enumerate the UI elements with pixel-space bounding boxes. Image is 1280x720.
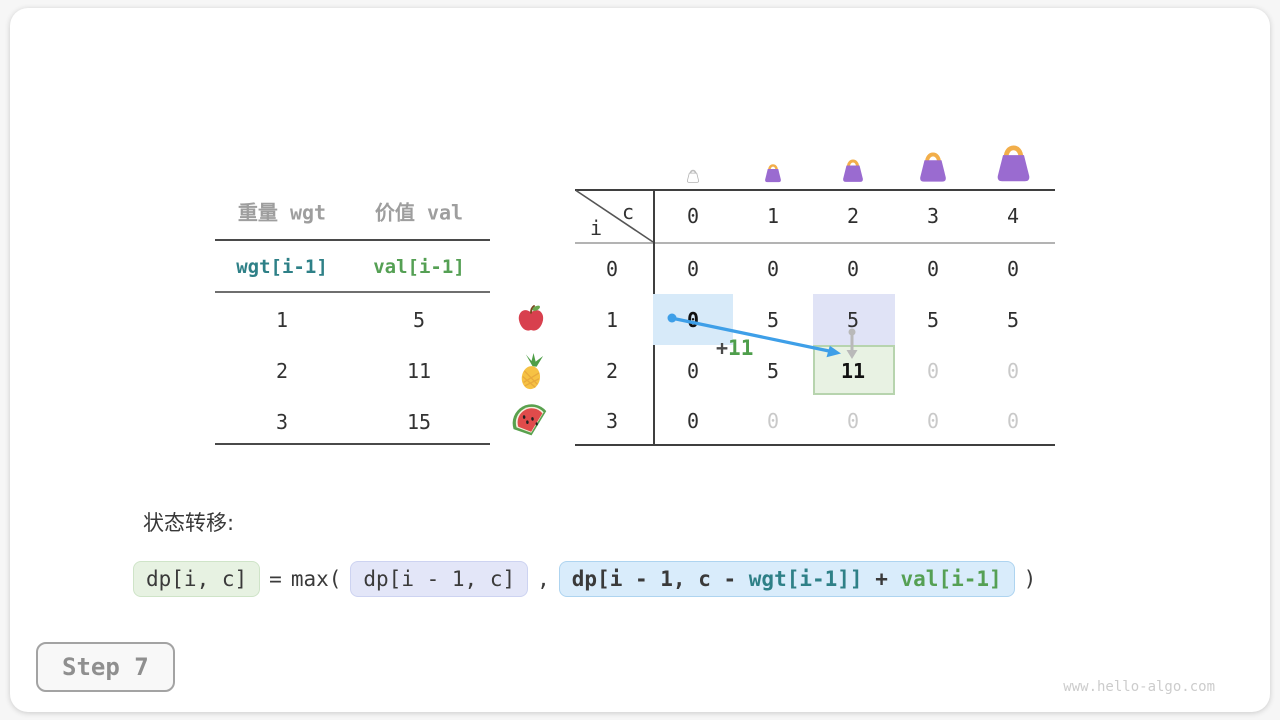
formula-close-paren: ) (1023, 567, 1037, 592)
dp-table-rule-bottom (575, 444, 1055, 446)
bag-xlarge-icon (991, 135, 1036, 183)
dp-cell-r3-c1: 0 (766, 408, 780, 433)
dp-cell-r0-c1: 0 (766, 256, 780, 281)
items-col-header-value: 价值 val (374, 200, 464, 225)
annotation-plus: + (716, 336, 729, 360)
dp-cell-r0-c2: 0 (846, 256, 860, 281)
item-1-value: 5 (412, 308, 426, 332)
dp-cell-r1-c1: 5 (766, 307, 780, 332)
dp-cell-r3-c2: 0 (846, 408, 860, 433)
dp-col-header-0: 0 (686, 204, 700, 228)
dp-cell-r3-c4: 0 (1006, 408, 1020, 433)
formula-arg2-wgt: wgt[i-1]] (748, 567, 863, 591)
items-table-rule-top (215, 239, 490, 241)
formula-arg2-prefix: dp[i - 1, c - (571, 567, 749, 591)
transition-annotation: +11 (716, 336, 753, 360)
items-index-wgt: wgt[i-1] (236, 256, 328, 278)
dp-cell-r1-c4: 5 (1006, 307, 1020, 332)
formula-equals: = (269, 567, 282, 592)
watermelon-icon (512, 404, 547, 436)
watermark: www.hello-algo.com (1063, 679, 1215, 695)
pineapple-icon (521, 352, 544, 390)
dp-cell-r1-c0: 0 (686, 307, 700, 332)
formula-lhs-box: dp[i, c] (133, 561, 261, 598)
dp-cell-r0-c4: 0 (1006, 256, 1020, 281)
dp-col-header-2: 2 (846, 204, 860, 228)
formula-arg2-val: val[i-1] (900, 567, 1002, 591)
formula-row: dp[i, c] = max( dp[i - 1, c] , dp[i - 1,… (133, 561, 1037, 598)
item-2-weight: 2 (275, 359, 289, 383)
figure-card (10, 8, 1270, 712)
bag-outline-icon (685, 166, 701, 183)
dp-cell-r2-c4: 0 (1006, 358, 1020, 383)
dp-cell-r2-c1: 5 (766, 358, 780, 383)
dp-col-header-3: 3 (926, 204, 940, 228)
items-table-rule-bottom (215, 443, 490, 445)
items-table-rule-mid (215, 291, 490, 293)
dp-row-header-2: 2 (605, 358, 619, 383)
dp-corner-col-var: c (621, 200, 635, 224)
dp-row-header-1: 1 (605, 307, 619, 332)
apple-icon (518, 305, 544, 331)
dp-cell-r0-c3: 0 (926, 256, 940, 281)
dp-cell-r2-c0: 0 (686, 358, 700, 383)
dp-cell-r2-c2: 11 (840, 358, 866, 383)
item-2-value: 11 (406, 359, 432, 383)
dp-col-header-4: 4 (1006, 204, 1020, 228)
dp-row-header-3: 3 (605, 408, 619, 433)
dp-cell-r2-c3: 0 (926, 358, 940, 383)
formula-comma: , (537, 567, 550, 592)
dp-table-rule-header (575, 242, 1055, 244)
step-badge: Step 7 (36, 642, 175, 692)
formula-label: 状态转移: (143, 511, 235, 535)
item-3-weight: 3 (275, 410, 289, 434)
formula-arg2-plus: + (862, 567, 901, 591)
dp-cell-r3-c3: 0 (926, 408, 940, 433)
dp-cell-r1-c3: 5 (926, 307, 940, 332)
formula-max-open: max( (290, 567, 342, 592)
formula-arg2-box: dp[i - 1, c - wgt[i-1]] + val[i-1] (558, 561, 1015, 598)
item-1-weight: 1 (275, 308, 289, 332)
dp-cell-r3-c0: 0 (686, 408, 700, 433)
dp-table-rule-top (575, 189, 1055, 191)
bag-large-icon (915, 144, 951, 183)
dp-cell-r0-c0: 0 (686, 256, 700, 281)
dp-corner-row-var: i (589, 216, 603, 240)
dp-row-header-0: 0 (605, 256, 619, 281)
item-3-value: 15 (406, 410, 432, 434)
bag-medium-icon (839, 153, 867, 183)
items-index-val: val[i-1] (373, 256, 465, 278)
formula-arg1-box: dp[i - 1, c] (350, 561, 529, 598)
dp-cell-r1-c2: 5 (846, 307, 860, 332)
items-col-header-weight: 重量 wgt (237, 200, 327, 225)
annotation-value: 11 (728, 336, 754, 360)
bag-small-icon (762, 159, 784, 183)
dp-col-header-1: 1 (766, 204, 780, 228)
